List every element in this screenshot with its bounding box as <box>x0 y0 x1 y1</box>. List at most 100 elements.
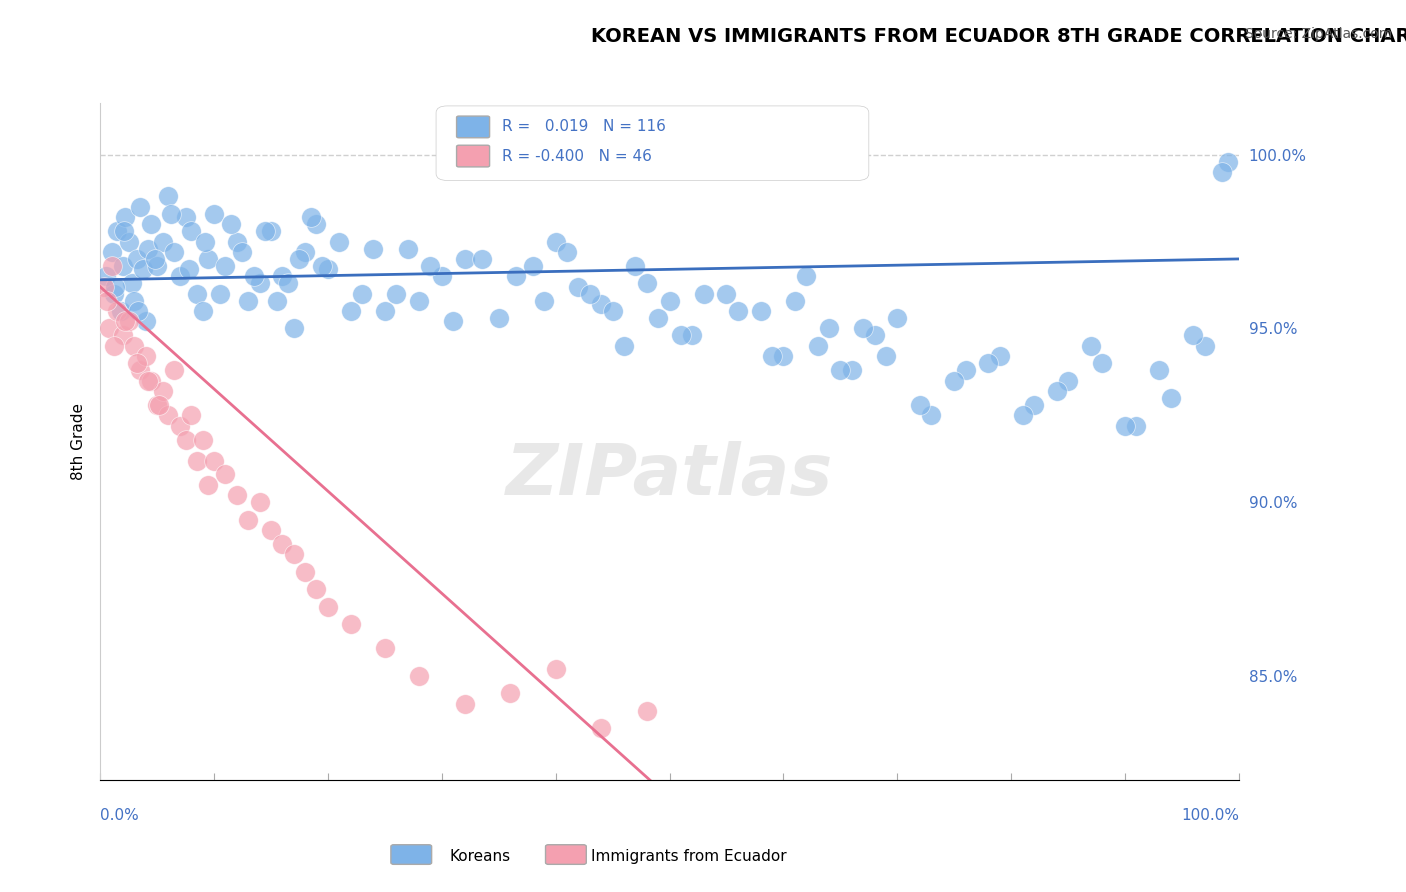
Point <box>100 244 122 259</box>
Point <box>783 293 806 308</box>
Point <box>374 641 396 656</box>
Text: 100.0%: 100.0% <box>1181 808 1239 823</box>
Point <box>441 314 464 328</box>
Point <box>157 189 180 203</box>
Point <box>117 235 139 249</box>
Point <box>93 279 115 293</box>
Point <box>146 259 169 273</box>
Point <box>339 304 361 318</box>
Point <box>117 314 139 328</box>
Point <box>339 616 361 631</box>
Point <box>260 523 283 537</box>
Text: R = -0.400   N = 46: R = -0.400 N = 46 <box>502 149 652 163</box>
Point <box>1114 418 1136 433</box>
Point <box>430 269 453 284</box>
Point <box>328 235 350 249</box>
Point <box>749 304 772 318</box>
Point <box>283 547 305 561</box>
Point <box>488 311 510 326</box>
Point <box>146 398 169 412</box>
Point <box>505 269 527 284</box>
Point <box>271 269 294 284</box>
Point <box>943 374 966 388</box>
Point <box>271 537 294 551</box>
Point <box>197 252 219 266</box>
Point <box>602 304 624 318</box>
Point <box>830 363 852 377</box>
Point <box>1194 339 1216 353</box>
Point <box>163 363 186 377</box>
Point <box>311 259 333 273</box>
Point <box>159 207 181 221</box>
Point <box>104 279 127 293</box>
Point <box>294 244 316 259</box>
Point <box>1022 398 1045 412</box>
Point <box>669 328 692 343</box>
Point <box>977 356 1000 370</box>
Point <box>374 304 396 318</box>
Text: Immigrants from Ecuador: Immigrants from Ecuador <box>591 849 786 863</box>
Point <box>385 286 408 301</box>
Text: 0.0%: 0.0% <box>100 808 139 823</box>
Point <box>1011 409 1033 423</box>
Point <box>841 363 863 377</box>
Point <box>499 686 522 700</box>
Point <box>143 252 166 266</box>
Point <box>135 314 157 328</box>
Point <box>194 235 217 249</box>
Point <box>174 211 197 225</box>
Point <box>863 328 886 343</box>
Point <box>191 304 214 318</box>
Point <box>533 293 555 308</box>
Point <box>408 669 430 683</box>
Point <box>214 467 236 482</box>
Point <box>186 286 208 301</box>
Point <box>124 293 146 308</box>
Point <box>681 328 703 343</box>
Point <box>772 349 794 363</box>
Text: ZIPatlas: ZIPatlas <box>506 441 834 510</box>
Point <box>148 398 170 412</box>
Point <box>214 259 236 273</box>
Point <box>624 259 647 273</box>
Point <box>260 224 283 238</box>
Point <box>555 244 578 259</box>
Point <box>1080 339 1102 353</box>
Point <box>283 321 305 335</box>
Point <box>794 269 817 284</box>
Text: Source: ZipAtlas.com: Source: ZipAtlas.com <box>1244 27 1392 41</box>
FancyBboxPatch shape <box>457 145 489 167</box>
Point <box>908 398 931 412</box>
Point <box>1182 328 1205 343</box>
Point <box>125 356 148 370</box>
Point <box>225 488 247 502</box>
Point <box>886 311 908 326</box>
Point <box>1211 165 1233 179</box>
Point <box>141 217 163 231</box>
Point <box>114 314 136 328</box>
Point <box>129 363 152 377</box>
Point <box>249 277 271 291</box>
Point <box>105 304 128 318</box>
Point <box>111 259 134 273</box>
Point <box>1057 374 1080 388</box>
Point <box>103 339 125 353</box>
Point <box>453 252 475 266</box>
Point <box>920 409 942 423</box>
Point <box>98 321 121 335</box>
Point <box>299 211 322 225</box>
Point <box>135 349 157 363</box>
Point <box>100 259 122 273</box>
Point <box>453 697 475 711</box>
FancyBboxPatch shape <box>457 116 489 137</box>
Point <box>186 453 208 467</box>
Point <box>157 409 180 423</box>
Point <box>316 262 339 277</box>
Point <box>288 252 311 266</box>
Point <box>294 565 316 579</box>
Point <box>121 277 143 291</box>
Point <box>419 259 441 273</box>
Point <box>396 242 419 256</box>
Point <box>818 321 841 335</box>
Point <box>277 277 299 291</box>
